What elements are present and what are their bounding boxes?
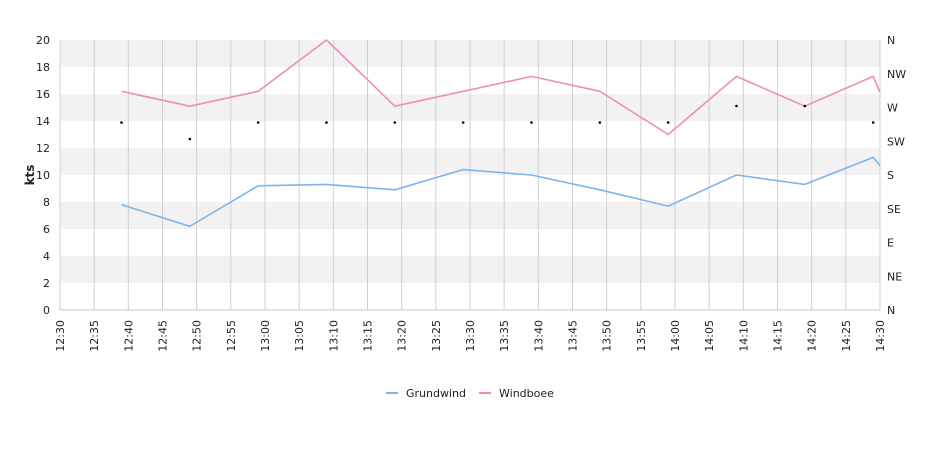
right-tick-label: W	[887, 102, 898, 115]
x-tick-label: 12:40	[122, 320, 135, 352]
direction-point	[803, 104, 807, 108]
legend-item-label: Windboee	[499, 387, 554, 400]
x-tick-label: 13:30	[464, 320, 477, 352]
y-tick-label: 14	[36, 115, 50, 128]
direction-point	[393, 121, 397, 124]
x-tick-label: 12:30	[54, 320, 67, 352]
direction-point	[530, 121, 533, 124]
y-tick-label: 10	[36, 169, 50, 182]
right-tick-label: N	[887, 34, 895, 47]
series-line-grundwind	[121, 156, 881, 228]
y-tick-label: 16	[36, 88, 50, 101]
y-tick-label: 8	[43, 196, 50, 209]
y-tick-label: 4	[43, 250, 50, 263]
direction-point	[666, 121, 670, 124]
direction-point	[325, 121, 328, 124]
direction-point	[871, 121, 875, 124]
right-tick-label: NW	[887, 68, 906, 81]
x-tick-label: 13:40	[532, 320, 545, 352]
x-tick-label: 13:00	[259, 320, 272, 352]
x-tick-label: 14:15	[772, 320, 785, 352]
legend-item-label: Grundwind	[406, 387, 466, 400]
right-tick-label: NE	[887, 270, 902, 283]
direction-point	[120, 121, 123, 124]
x-tick-label: 12:50	[191, 320, 204, 352]
legend[interactable]: Grundwind Windboee	[386, 387, 554, 400]
direction-point	[598, 121, 602, 124]
direction-point	[461, 121, 465, 124]
direction-markers	[120, 104, 875, 141]
right-tick-label: SE	[887, 203, 901, 216]
y-tick-label: 0	[43, 304, 50, 317]
right-tick-label: E	[887, 237, 894, 250]
y-axis-ticks: 0 2 4 6 8 10 12 14 16 18 20	[36, 34, 50, 317]
series-lines	[121, 39, 881, 228]
y-tick-label: 12	[36, 142, 50, 155]
y-axis-label: kts	[23, 165, 37, 186]
x-tick-label: 13:15	[362, 320, 375, 352]
x-tick-label: 12:45	[157, 320, 170, 352]
x-tick-label: 13:55	[635, 320, 648, 352]
y-tick-label: 18	[36, 61, 50, 74]
x-tick-label: 13:10	[327, 320, 340, 352]
x-tick-label: 14:25	[840, 320, 853, 352]
vertical-gridlines	[59, 40, 881, 311]
x-tick-label: 13:35	[498, 320, 511, 352]
y-tick-label: 2	[43, 277, 50, 290]
x-axis-ticks: 12:30 12:35 12:40 12:45 12:50 12:55 13:00 13:05…	[54, 320, 887, 352]
x-tick-label: 14:30	[874, 320, 887, 352]
direction-point	[188, 137, 192, 141]
x-tick-label: 13:20	[396, 320, 409, 352]
x-tick-label: 14:00	[669, 320, 682, 352]
right-axis-ticks: N NE E SE S SW W NW N	[887, 34, 906, 317]
direction-point	[256, 121, 260, 124]
right-tick-label: SW	[887, 135, 905, 148]
y-tick-label: 20	[36, 34, 50, 47]
x-tick-label: 12:35	[88, 320, 101, 352]
direction-point	[735, 104, 738, 108]
y-tick-label: 6	[43, 223, 50, 236]
x-tick-label: 12:55	[225, 320, 238, 352]
x-tick-label: 13:50	[601, 320, 614, 352]
x-tick-label: 13:25	[430, 320, 443, 352]
x-tick-label: 13:45	[567, 320, 580, 352]
right-tick-label: N	[887, 304, 895, 317]
x-tick-label: 14:05	[703, 320, 716, 352]
x-tick-label: 14:10	[737, 320, 750, 352]
x-tick-label: 14:20	[806, 320, 819, 352]
x-tick-label: 13:05	[293, 320, 306, 352]
right-tick-label: S	[887, 169, 894, 182]
